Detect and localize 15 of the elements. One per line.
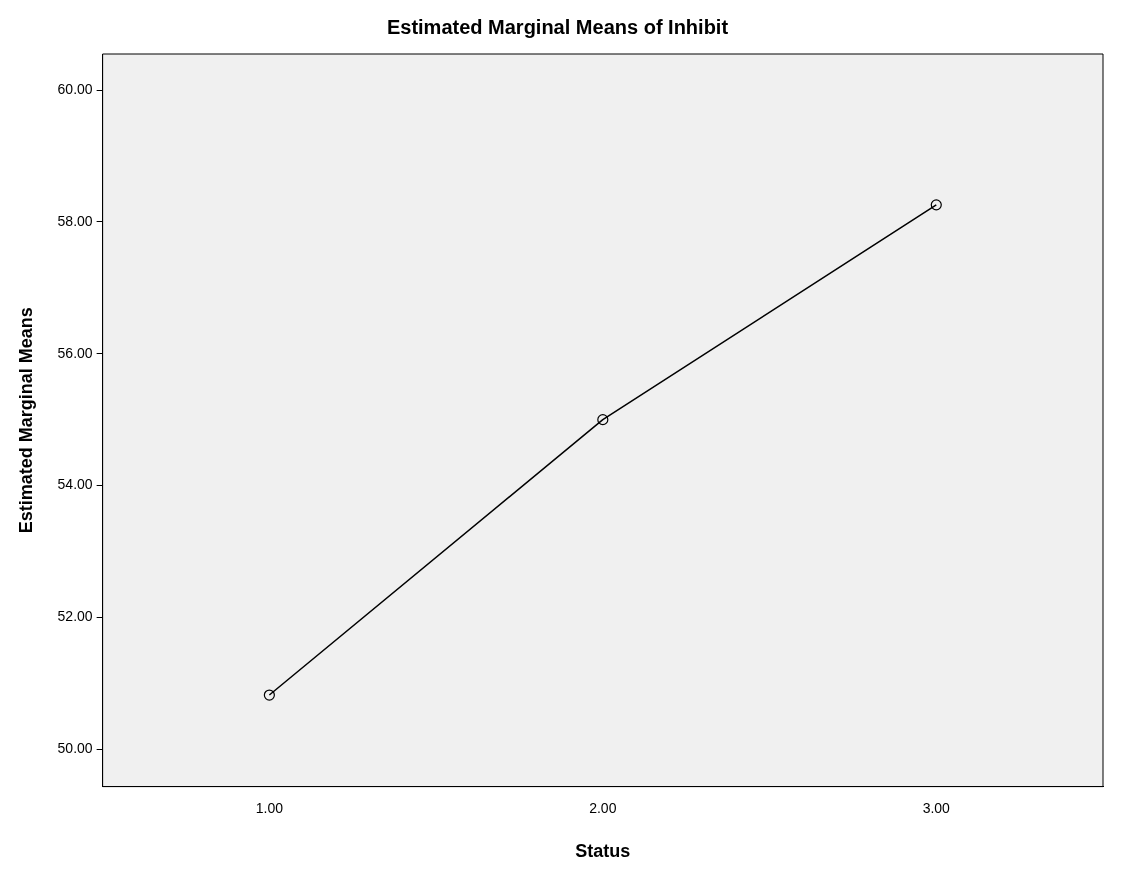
x-tick-label: 2.00 xyxy=(589,799,617,816)
y-tick-label: 54.00 xyxy=(57,476,93,493)
y-axis-title: Estimated Marginal Means xyxy=(15,307,36,534)
x-tick-label: 3.00 xyxy=(922,799,951,816)
x-axis-title: Status xyxy=(575,841,631,862)
x-tick-label: 1.00 xyxy=(255,799,284,816)
y-tick-label: 50.00 xyxy=(57,739,93,756)
point xyxy=(597,414,609,426)
point xyxy=(263,689,275,701)
y-tick-label: 56.00 xyxy=(57,344,93,361)
y-tick-label: 60.00 xyxy=(57,81,93,98)
chart-title: Estimated Marginal Means of Inhibit xyxy=(386,15,729,38)
point xyxy=(930,199,942,211)
y-tick-label: 58.00 xyxy=(57,212,93,229)
y-tick-label: 52.00 xyxy=(57,608,93,625)
